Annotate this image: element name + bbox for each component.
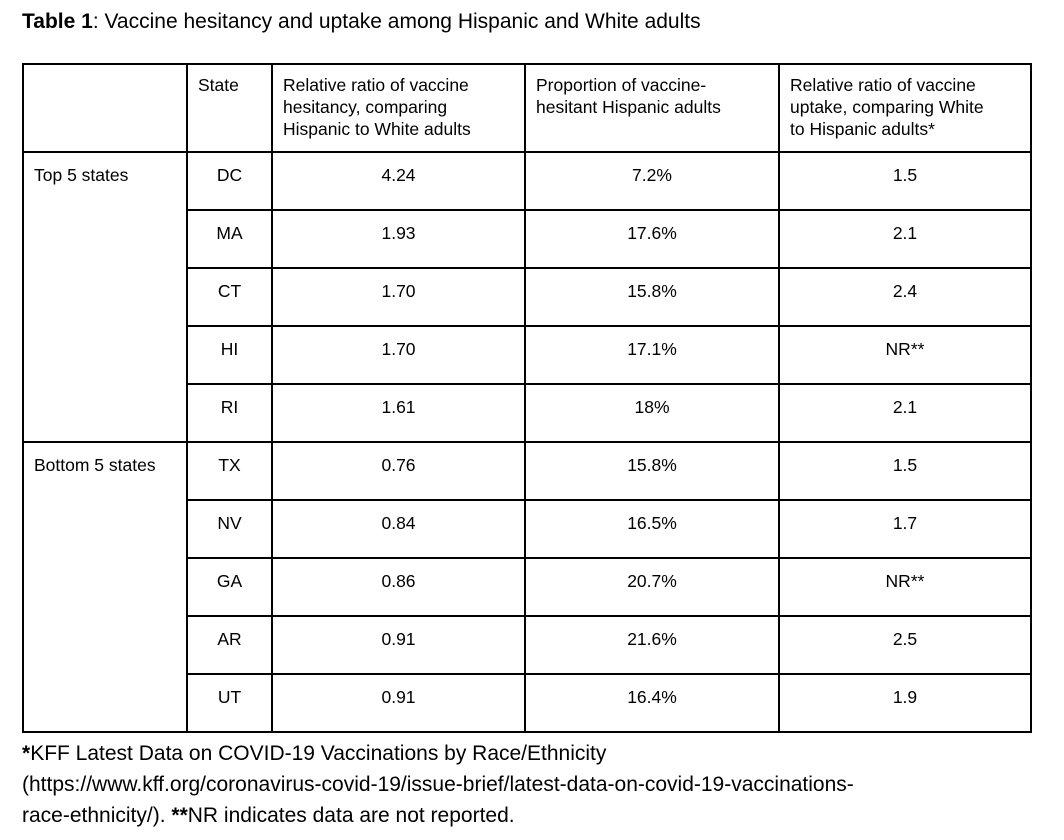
hesitancy-ratio-cell: 1.70 [271,325,526,385]
footnote-line: (https://www.kff.org/coronavirus-covid-1… [22,769,1042,800]
table-row: HI 1.70 17.1% NR** [23,325,1032,385]
hesitant-proportion-cell: 21.6% [524,615,780,675]
hesitant-proportion-cell: 15.8% [524,441,780,501]
state-cell: DC [186,151,273,211]
data-table: State Relative ratio of vaccine hesitanc… [22,63,1032,733]
footnote-line: race-ethnicity/). **NR indicates data ar… [22,800,1042,831]
hesitancy-ratio-cell: 1.93 [271,209,526,269]
uptake-ratio-cell: 2.1 [778,383,1032,443]
uptake-ratio-cell: 1.5 [778,441,1032,501]
hesitant-proportion-cell: 7.2% [524,151,780,211]
uptake-ratio-cell: NR** [778,557,1032,617]
table-row: Bottom 5 states TX 0.76 15.8% 1.5 [22,441,1032,733]
state-cell: AR [186,615,273,675]
table-row: Top 5 states DC 4.24 7.2% 1.5 [22,151,1032,443]
state-cell: CT [186,267,273,327]
header-hesitancy-ratio: Relative ratio of vaccine hesitancy, com… [271,63,526,153]
hesitant-proportion-cell: 16.4% [524,673,780,733]
hesitancy-ratio-cell: 1.61 [271,383,526,443]
footnote: *KFF Latest Data on COVID-19 Vaccination… [22,738,1042,831]
hesitancy-ratio-cell: 0.84 [271,499,526,559]
header-category [22,63,188,153]
uptake-ratio-cell: NR** [778,325,1032,385]
table-title: Table 1: Vaccine hesitancy and uptake am… [22,10,1042,34]
table-title-label: Table 1 [22,10,93,33]
state-cell: RI [186,383,273,443]
hesitancy-ratio-cell: 1.70 [271,267,526,327]
hesitancy-ratio-cell: 0.76 [271,441,526,501]
table-row: RI 1.61 18% 2.1 [23,383,1032,443]
table-row: UT 0.91 16.4% 1.9 [23,673,1032,733]
header-row: State Relative ratio of vaccine hesitanc… [22,63,1032,153]
group-cell-bottom-5-states: Bottom 5 states [22,441,188,733]
footnote-line: *KFF Latest Data on COVID-19 Vaccination… [22,738,1042,769]
hesitant-proportion-cell: 17.6% [524,209,780,269]
hesitant-proportion-cell: 15.8% [524,267,780,327]
hesitancy-ratio-cell: 4.24 [271,151,526,211]
footnote-text: KFF Latest Data on COVID-19 Vaccinations… [30,742,607,765]
hesitant-proportion-cell: 20.7% [524,557,780,617]
footnote-text: NR indicates data are not reported. [187,804,515,827]
table-row: AR 0.91 21.6% 2.5 [23,615,1032,675]
hesitancy-ratio-cell: 0.91 [271,673,526,733]
table-row: CT 1.70 15.8% 2.4 [23,267,1032,327]
uptake-ratio-cell: 2.4 [778,267,1032,327]
uptake-ratio-cell: 1.5 [778,151,1032,211]
header-uptake-ratio: Relative ratio of vaccine uptake, compar… [778,63,1032,153]
table-title-text: : Vaccine hesitancy and uptake among His… [92,10,701,33]
footnote-text: race-ethnicity/). [22,804,172,827]
hesitant-proportion-cell: 18% [524,383,780,443]
footnote-text: (https://www.kff.org/coronavirus-covid-1… [22,773,854,796]
hesitancy-ratio-cell: 0.91 [271,615,526,675]
uptake-ratio-cell: 2.5 [778,615,1032,675]
state-cell: TX [186,441,273,501]
hesitant-proportion-cell: 17.1% [524,325,780,385]
footnote-marker: * [22,742,31,765]
state-cell: NV [186,499,273,559]
uptake-ratio-cell: 2.1 [778,209,1032,269]
uptake-ratio-cell: 1.7 [778,499,1032,559]
table-row: GA 0.86 20.7% NR** [23,557,1032,617]
header-state: State [186,63,273,153]
state-cell: GA [186,557,273,617]
state-cell: HI [186,325,273,385]
header-hesitant-proportion: Proportion of vaccine- hesitant Hispanic… [524,63,780,153]
uptake-ratio-cell: 1.9 [778,673,1032,733]
state-cell: UT [186,673,273,733]
footnote-marker: ** [171,804,188,827]
group-cell-top-5-states: Top 5 states [22,151,188,443]
table-row: NV 0.84 16.5% 1.7 [23,499,1032,559]
state-cell: MA [186,209,273,269]
hesitancy-ratio-cell: 0.86 [271,557,526,617]
hesitant-proportion-cell: 16.5% [524,499,780,559]
table-row: MA 1.93 17.6% 2.1 [23,209,1032,269]
